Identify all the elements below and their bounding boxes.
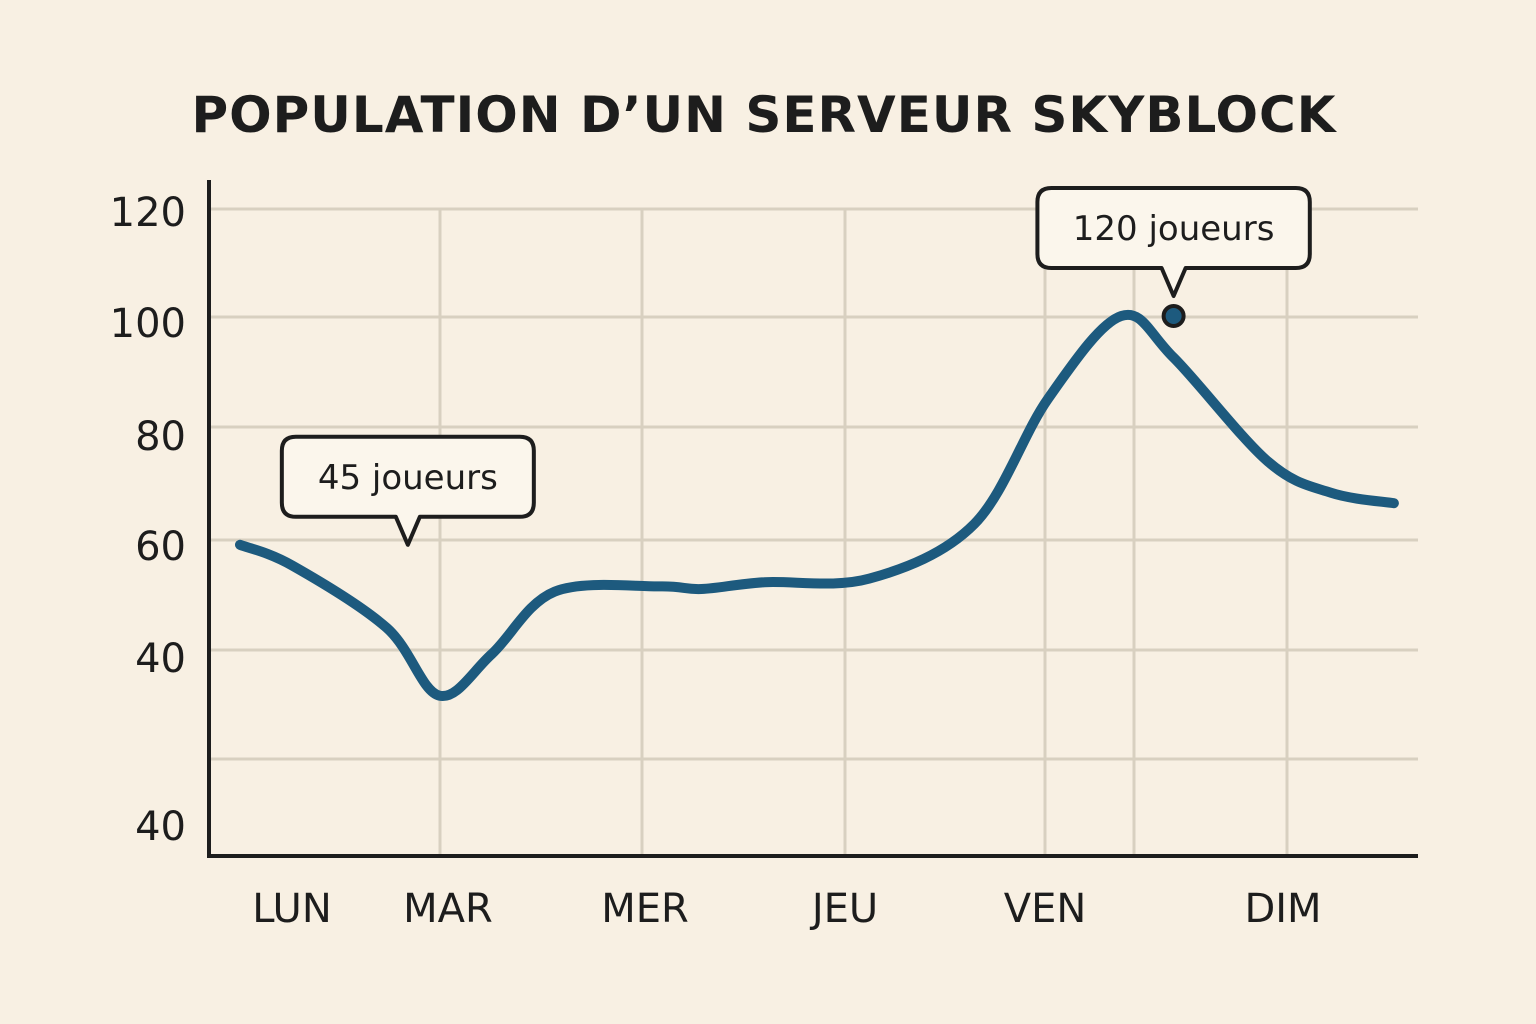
x-tick-label: VEN <box>1004 886 1087 932</box>
series-line <box>235 309 1399 701</box>
y-tick-label: 120 <box>110 190 186 236</box>
callout-box <box>1035 186 1312 298</box>
x-tick-label: MER <box>601 886 689 932</box>
data-callout: 120 joueurs <box>1035 186 1312 328</box>
x-tick-label: LUN <box>252 886 332 932</box>
callout-label: 120 joueurs <box>1073 209 1275 249</box>
y-tick-label: 60 <box>135 524 186 570</box>
y-tick-label: 40 <box>135 804 186 850</box>
callout-label: 45 joueurs <box>318 458 498 498</box>
data-callout: 45 joueurs <box>279 434 536 547</box>
axis-lines <box>207 180 1418 858</box>
y-tick-label: 40 <box>135 636 186 682</box>
chart-title: POPULATION D’UN SERVEUR SKYBLOCK <box>191 86 1337 144</box>
grid <box>209 207 1418 856</box>
axes <box>207 180 1418 858</box>
y-tick-label: 100 <box>110 301 186 347</box>
data-point-marker <box>1161 304 1186 328</box>
x-tick-label: DIM <box>1244 886 1321 932</box>
callout-box <box>279 434 536 547</box>
x-tick-label: MAR <box>403 886 493 932</box>
x-tick-label: JEU <box>809 886 878 932</box>
y-tick-label: 80 <box>135 414 186 460</box>
annotations: 45 joueurs 120 joueurs <box>279 186 1312 547</box>
x-axis-ticks: LUN MAR MER JEU VEN DIM <box>252 886 1321 932</box>
series-layer <box>235 309 1399 701</box>
y-axis-ticks: 120 100 80 60 40 40 <box>110 190 186 850</box>
